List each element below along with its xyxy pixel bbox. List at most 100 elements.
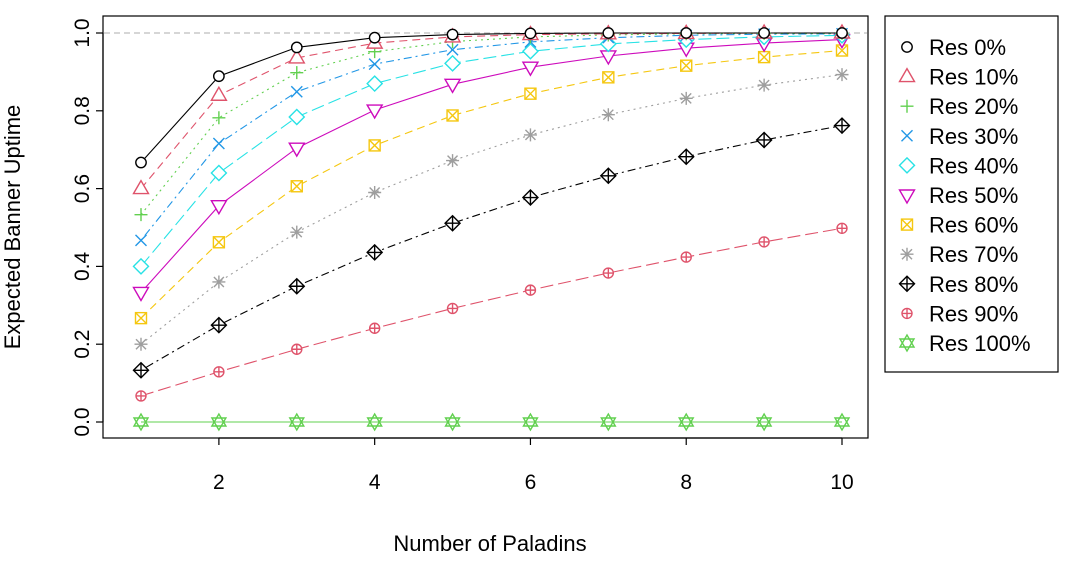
point-res-50pct-x1 xyxy=(132,286,150,302)
point-res-60pct-x6 xyxy=(524,87,537,100)
point-res-100pct-x10 xyxy=(833,412,851,432)
x-tick-label: 2 xyxy=(213,471,225,494)
point-res-100pct-x7 xyxy=(600,412,617,432)
point-res-60pct-x1 xyxy=(134,311,148,325)
legend-item-res-100pct: Res 100% xyxy=(898,331,1031,356)
point-res-0pct-x8 xyxy=(680,27,693,39)
legend-label: Res 50% xyxy=(929,183,1018,208)
legend: Res 0% Res 10% Res 20% Res 30% Res 40% Res 50… xyxy=(884,15,1059,373)
point-res-40pct-x3 xyxy=(288,108,306,126)
legend-marker-res-50pct xyxy=(898,189,916,205)
point-res-70pct-x7 xyxy=(601,108,615,122)
series-line-res-90pct xyxy=(140,227,843,397)
point-res-70pct-x3 xyxy=(290,225,304,239)
point-res-60pct-x9 xyxy=(757,50,771,64)
point-res-100pct-x9 xyxy=(755,412,773,432)
legend-marker-res-30pct xyxy=(901,129,913,142)
point-res-80pct-x3 xyxy=(288,277,306,295)
point-res-60pct-x7 xyxy=(602,71,615,84)
x-tick-label: 6 xyxy=(525,471,537,494)
point-res-100pct-x6 xyxy=(522,412,539,432)
legend-label: Res 80% xyxy=(929,272,1018,297)
point-res-90pct-x9 xyxy=(758,236,770,248)
point-res-0pct-x5 xyxy=(446,28,459,41)
y-tick-label: 0.8 xyxy=(71,96,94,125)
point-res-70pct-x4 xyxy=(368,185,382,199)
point-res-80pct-x8 xyxy=(677,148,695,166)
point-res-70pct-x6 xyxy=(523,128,537,142)
legend-box xyxy=(884,15,1059,373)
point-res-40pct-x7 xyxy=(599,35,617,53)
point-res-20pct-x3 xyxy=(290,66,304,80)
legend-item-res-0pct: Res 0% xyxy=(901,35,1006,60)
series-line-res-10pct xyxy=(140,32,842,189)
point-res-50pct-x7 xyxy=(599,50,618,66)
point-res-90pct-x3 xyxy=(291,343,303,355)
series-layer xyxy=(132,23,851,432)
point-res-90pct-x7 xyxy=(602,267,615,279)
series-line-res-80pct xyxy=(140,125,843,371)
legend-marker-res-0pct xyxy=(901,41,913,53)
point-res-0pct-x1 xyxy=(135,156,147,169)
legend-label: Res 20% xyxy=(929,94,1018,119)
point-res-10pct-x3 xyxy=(288,48,306,64)
legend-label: Res 70% xyxy=(929,242,1018,267)
legend-item-res-50pct: Res 50% xyxy=(898,183,1018,208)
legend-item-res-40pct: Res 40% xyxy=(898,153,1018,178)
point-res-40pct-x1 xyxy=(132,257,150,275)
legend-label: Res 90% xyxy=(929,301,1018,326)
series-line-res-70pct xyxy=(140,74,843,345)
point-res-40pct-x5 xyxy=(444,54,462,72)
point-res-60pct-x8 xyxy=(680,59,693,72)
point-res-80pct-x5 xyxy=(444,214,462,232)
point-res-0pct-x9 xyxy=(758,27,771,39)
x-tick-label: 4 xyxy=(369,471,381,494)
point-res-90pct-x10 xyxy=(836,222,848,234)
point-res-70pct-x5 xyxy=(446,154,460,168)
legend-item-res-80pct: Res 80% xyxy=(898,272,1018,297)
point-res-90pct-x1 xyxy=(135,390,147,402)
series-lines xyxy=(140,32,843,423)
legend-label: Res 30% xyxy=(929,124,1018,149)
point-res-90pct-x4 xyxy=(368,322,381,334)
legend-item-res-30pct: Res 30% xyxy=(901,124,1018,149)
point-res-0pct-x7 xyxy=(602,27,615,39)
point-res-0pct-x2 xyxy=(212,70,225,83)
legend-item-res-10pct: Res 10% xyxy=(898,65,1018,90)
point-res-100pct-x1 xyxy=(132,412,150,432)
point-res-70pct-x1 xyxy=(134,337,148,351)
point-res-70pct-x9 xyxy=(757,78,771,92)
point-res-20pct-x1 xyxy=(134,208,148,222)
point-res-90pct-x8 xyxy=(680,251,692,263)
point-res-90pct-x6 xyxy=(524,284,537,296)
point-res-60pct-x3 xyxy=(290,180,303,193)
legend-item-res-60pct: Res 60% xyxy=(900,213,1018,238)
point-res-80pct-x9 xyxy=(755,131,773,149)
point-res-70pct-x2 xyxy=(212,275,226,289)
legend-item-res-90pct: Res 90% xyxy=(901,301,1018,326)
series-line-res-60pct xyxy=(140,49,843,319)
point-res-10pct-x1 xyxy=(132,179,150,195)
legend-marker-res-90pct xyxy=(901,307,913,320)
point-res-10pct-x2 xyxy=(210,85,228,101)
legend-label: Res 100% xyxy=(929,331,1031,356)
legend-marker-res-70pct xyxy=(900,247,914,261)
point-res-90pct-x2 xyxy=(213,366,225,378)
legend-label: Res 0% xyxy=(929,35,1006,60)
y-axis-title: Expected Banner Uptime xyxy=(0,105,25,350)
y-tick-label: 0.0 xyxy=(71,407,94,436)
point-res-30pct-x2 xyxy=(212,137,225,150)
y-tick-label: 0.4 xyxy=(71,251,94,281)
point-res-30pct-x5 xyxy=(446,43,459,56)
point-res-100pct-x4 xyxy=(366,412,383,432)
x-axis-title: Number of Paladins xyxy=(393,531,586,556)
axis-layer: 2 4 6 8 10 0.0 0.2 0.4 0.6 0.8 1.0 xyxy=(71,18,854,494)
legend-label: Res 10% xyxy=(929,65,1018,90)
point-res-80pct-x10 xyxy=(833,117,851,135)
point-res-0pct-x10 xyxy=(836,27,848,39)
series-line-res-0pct xyxy=(140,32,842,163)
point-res-50pct-x4 xyxy=(365,104,384,120)
point-res-80pct-x4 xyxy=(366,243,384,261)
point-res-40pct-x2 xyxy=(210,164,228,182)
point-res-50pct-x6 xyxy=(521,61,540,77)
